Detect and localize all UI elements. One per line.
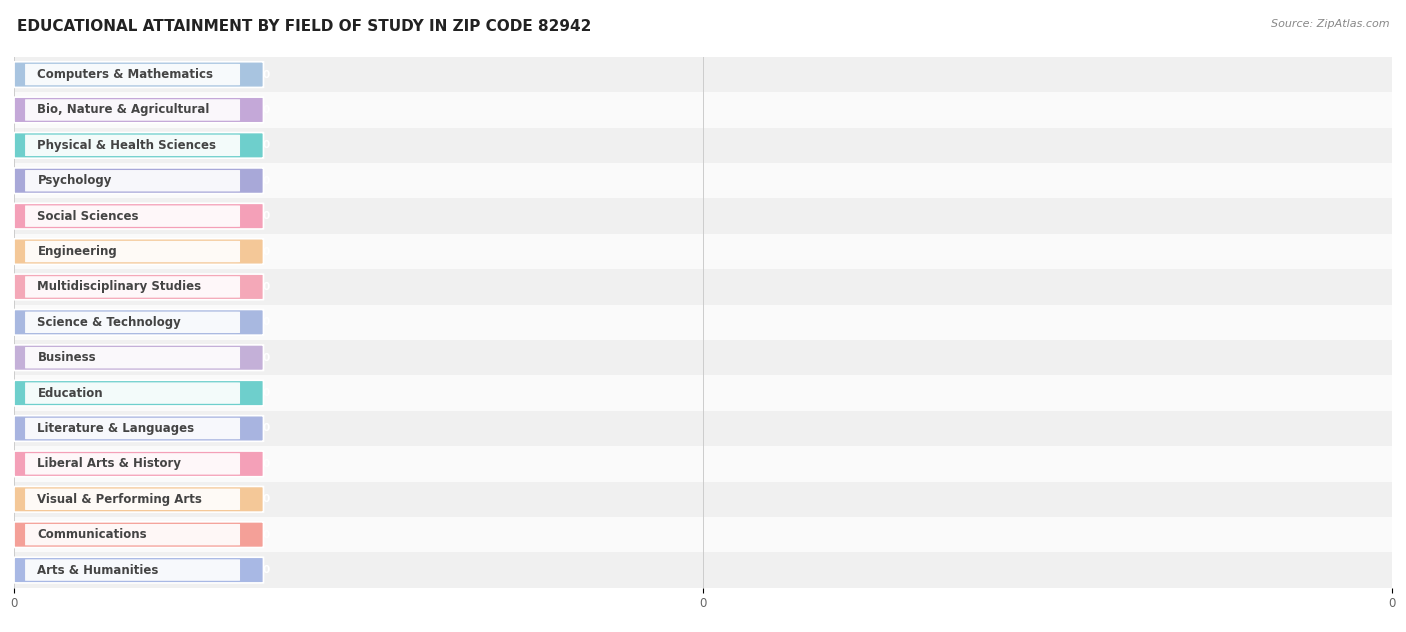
FancyBboxPatch shape [25,418,240,439]
Bar [14,482,1392,517]
Text: Psychology: Psychology [38,174,112,187]
Text: 0: 0 [262,70,270,80]
Text: Computers & Mathematics: Computers & Mathematics [38,68,214,81]
Text: 0: 0 [262,494,270,504]
Text: 0: 0 [262,246,270,257]
Text: Science & Technology: Science & Technology [38,316,181,329]
FancyBboxPatch shape [25,382,240,404]
Text: 0: 0 [262,423,270,434]
FancyBboxPatch shape [25,312,240,333]
Bar [14,234,1392,269]
FancyBboxPatch shape [14,416,263,441]
Bar [14,128,1392,163]
Text: 0: 0 [262,459,270,469]
FancyBboxPatch shape [25,559,240,581]
Text: 0: 0 [262,176,270,186]
FancyBboxPatch shape [14,345,263,370]
Bar [14,269,1392,305]
Text: 0: 0 [262,353,270,363]
FancyBboxPatch shape [14,310,263,335]
Text: 0: 0 [262,388,270,398]
Bar [14,446,1392,482]
Bar [14,57,1392,92]
FancyBboxPatch shape [25,64,240,85]
Text: Social Sciences: Social Sciences [38,210,139,222]
FancyBboxPatch shape [25,276,240,298]
Text: Engineering: Engineering [38,245,117,258]
FancyBboxPatch shape [25,170,240,191]
FancyBboxPatch shape [25,489,240,510]
FancyBboxPatch shape [25,99,240,121]
FancyBboxPatch shape [14,557,263,583]
Bar [14,305,1392,340]
Text: Source: ZipAtlas.com: Source: ZipAtlas.com [1271,19,1389,29]
Text: Business: Business [38,351,96,364]
Text: 0: 0 [262,105,270,115]
Text: 0: 0 [262,530,270,540]
Text: Literature & Languages: Literature & Languages [38,422,194,435]
Text: 0: 0 [262,140,270,150]
Bar [14,375,1392,411]
FancyBboxPatch shape [14,274,263,300]
FancyBboxPatch shape [14,239,263,264]
FancyBboxPatch shape [14,380,263,406]
FancyBboxPatch shape [14,522,263,547]
Text: Liberal Arts & History: Liberal Arts & History [38,458,181,470]
Bar [14,552,1392,588]
FancyBboxPatch shape [14,204,263,229]
FancyBboxPatch shape [25,241,240,262]
Text: 0: 0 [262,317,270,327]
Bar [14,340,1392,375]
Bar [14,198,1392,234]
FancyBboxPatch shape [14,487,263,512]
FancyBboxPatch shape [25,205,240,227]
FancyBboxPatch shape [25,524,240,545]
Text: Education: Education [38,387,103,399]
Bar [14,411,1392,446]
FancyBboxPatch shape [14,97,263,123]
Text: 0: 0 [262,211,270,221]
Text: Multidisciplinary Studies: Multidisciplinary Studies [38,281,201,293]
FancyBboxPatch shape [14,451,263,477]
FancyBboxPatch shape [25,347,240,368]
FancyBboxPatch shape [14,62,263,87]
Text: 0: 0 [262,565,270,575]
Text: Bio, Nature & Agricultural: Bio, Nature & Agricultural [38,104,209,116]
Text: 0: 0 [262,282,270,292]
Bar [14,92,1392,128]
Text: Communications: Communications [38,528,148,541]
FancyBboxPatch shape [14,168,263,193]
Text: Visual & Performing Arts: Visual & Performing Arts [38,493,202,506]
FancyBboxPatch shape [14,133,263,158]
Text: Physical & Health Sciences: Physical & Health Sciences [38,139,217,152]
Bar [14,517,1392,552]
Text: Arts & Humanities: Arts & Humanities [38,564,159,576]
FancyBboxPatch shape [25,135,240,156]
FancyBboxPatch shape [25,453,240,475]
Text: EDUCATIONAL ATTAINMENT BY FIELD OF STUDY IN ZIP CODE 82942: EDUCATIONAL ATTAINMENT BY FIELD OF STUDY… [17,19,592,34]
Bar [14,163,1392,198]
